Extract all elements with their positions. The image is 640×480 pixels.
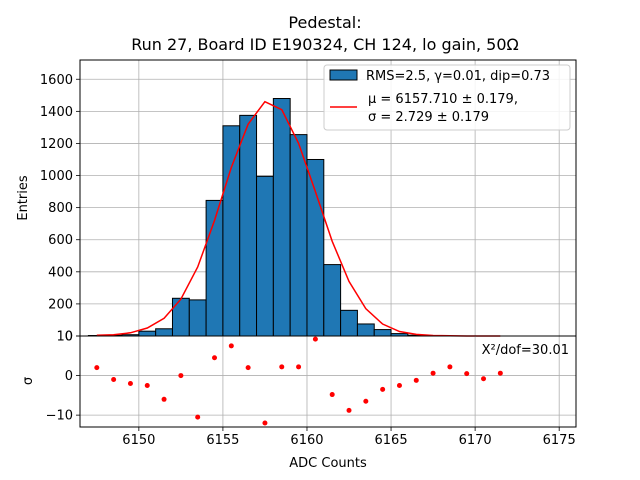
- residual-point: [296, 364, 302, 370]
- residual-point: [212, 355, 218, 361]
- residual-point: [329, 392, 335, 398]
- chart-title-line1: Pedestal:: [288, 13, 361, 32]
- residual-point: [481, 376, 487, 382]
- residual-point: [195, 414, 201, 420]
- residual-point: [396, 382, 402, 388]
- top-y-tick-label: 0: [65, 330, 73, 345]
- residual-point: [178, 373, 184, 379]
- residual-point: [144, 382, 150, 388]
- residual-point: [312, 336, 318, 342]
- bottom-y-axis-title: σ: [21, 377, 36, 385]
- histogram-bar: [138, 330, 157, 337]
- x-tick-label: 6165: [375, 433, 408, 448]
- x-axis-title: ADC Counts: [289, 456, 367, 471]
- top-y-tick-label: 1600: [40, 73, 73, 88]
- histogram-bars: [87, 98, 442, 337]
- legend-histogram-swatch: [329, 69, 358, 81]
- histogram-bar: [272, 98, 291, 337]
- residual-point: [447, 364, 453, 370]
- histogram-bar: [323, 264, 342, 337]
- histogram-bar: [155, 328, 173, 337]
- histogram-bar: [171, 297, 190, 337]
- bottom-y-tick-label: −10: [46, 409, 73, 424]
- histogram-bar: [256, 175, 274, 337]
- residual-point: [127, 380, 133, 386]
- histogram-bar: [289, 134, 308, 337]
- residual-point: [111, 377, 117, 383]
- residual-point: [279, 364, 285, 370]
- residual-points: [94, 336, 503, 426]
- legend-fit-sigma: σ = 2.729 ± 0.179: [368, 110, 489, 125]
- residual-point: [245, 365, 251, 371]
- top-y-axis-title: Entries: [16, 175, 31, 221]
- x-tick-label: 6160: [290, 433, 323, 448]
- histogram-bar: [340, 309, 358, 337]
- top-y-tick-label: 1200: [40, 137, 73, 152]
- bottom-y-tick-label: 0: [65, 369, 73, 384]
- residual-point: [464, 371, 470, 377]
- histogram-bar: [356, 323, 375, 337]
- legend-box: [323, 64, 571, 131]
- histogram-bar: [188, 299, 207, 337]
- residual-point: [363, 398, 369, 404]
- histogram-bar: [306, 158, 325, 337]
- residual-point: [161, 396, 167, 402]
- histogram-bar: [222, 125, 241, 337]
- residual-point: [94, 365, 100, 371]
- residual-point: [380, 386, 386, 392]
- legend: RMS=2.5, γ=0.01, dip=0.73 μ = 6157.710 ±…: [323, 64, 571, 131]
- histogram-panel: 0 200 400 600 800 1000 1200 1400 1600 Entries RM…: [16, 59, 577, 345]
- top-y-tick-label: 600: [48, 233, 73, 248]
- residual-point: [430, 370, 436, 376]
- histogram-bar: [239, 114, 258, 337]
- histogram-bar: [373, 329, 392, 337]
- top-y-ticks: 0 200 400 600 800 1000 1200 1400 1600: [40, 73, 80, 345]
- top-y-tick-label: 1000: [40, 169, 73, 184]
- x-tick-label: 6170: [459, 433, 492, 448]
- x-tick-label: 6150: [122, 433, 155, 448]
- residual-point: [413, 377, 419, 383]
- legend-histogram-label: RMS=2.5, γ=0.01, dip=0.73: [366, 69, 550, 84]
- bottom-y-tick-label: 10: [56, 330, 73, 345]
- top-y-tick-label: 800: [48, 201, 73, 216]
- top-y-tick-label: 1400: [40, 105, 73, 120]
- bottom-axes-frame: [79, 335, 577, 428]
- legend-fit-mu: μ = 6157.710 ± 0.179,: [368, 92, 518, 107]
- residual-point: [262, 420, 268, 426]
- x-tick-label: 6155: [206, 433, 239, 448]
- chi2-annotation: X²/dof=30.01: [482, 343, 569, 358]
- residual-point: [228, 343, 234, 349]
- residual-point: [346, 407, 352, 413]
- top-y-tick-label: 400: [48, 265, 73, 280]
- x-tick-label: 6175: [543, 433, 576, 448]
- top-y-tick-label: 200: [48, 297, 73, 312]
- bottom-x-ticks: 6150 6155 6160 6165 6170 6175: [122, 427, 576, 448]
- residual-point: [497, 370, 503, 376]
- chart-title-line2: Run 27, Board ID E190324, CH 124, lo gai…: [131, 35, 519, 54]
